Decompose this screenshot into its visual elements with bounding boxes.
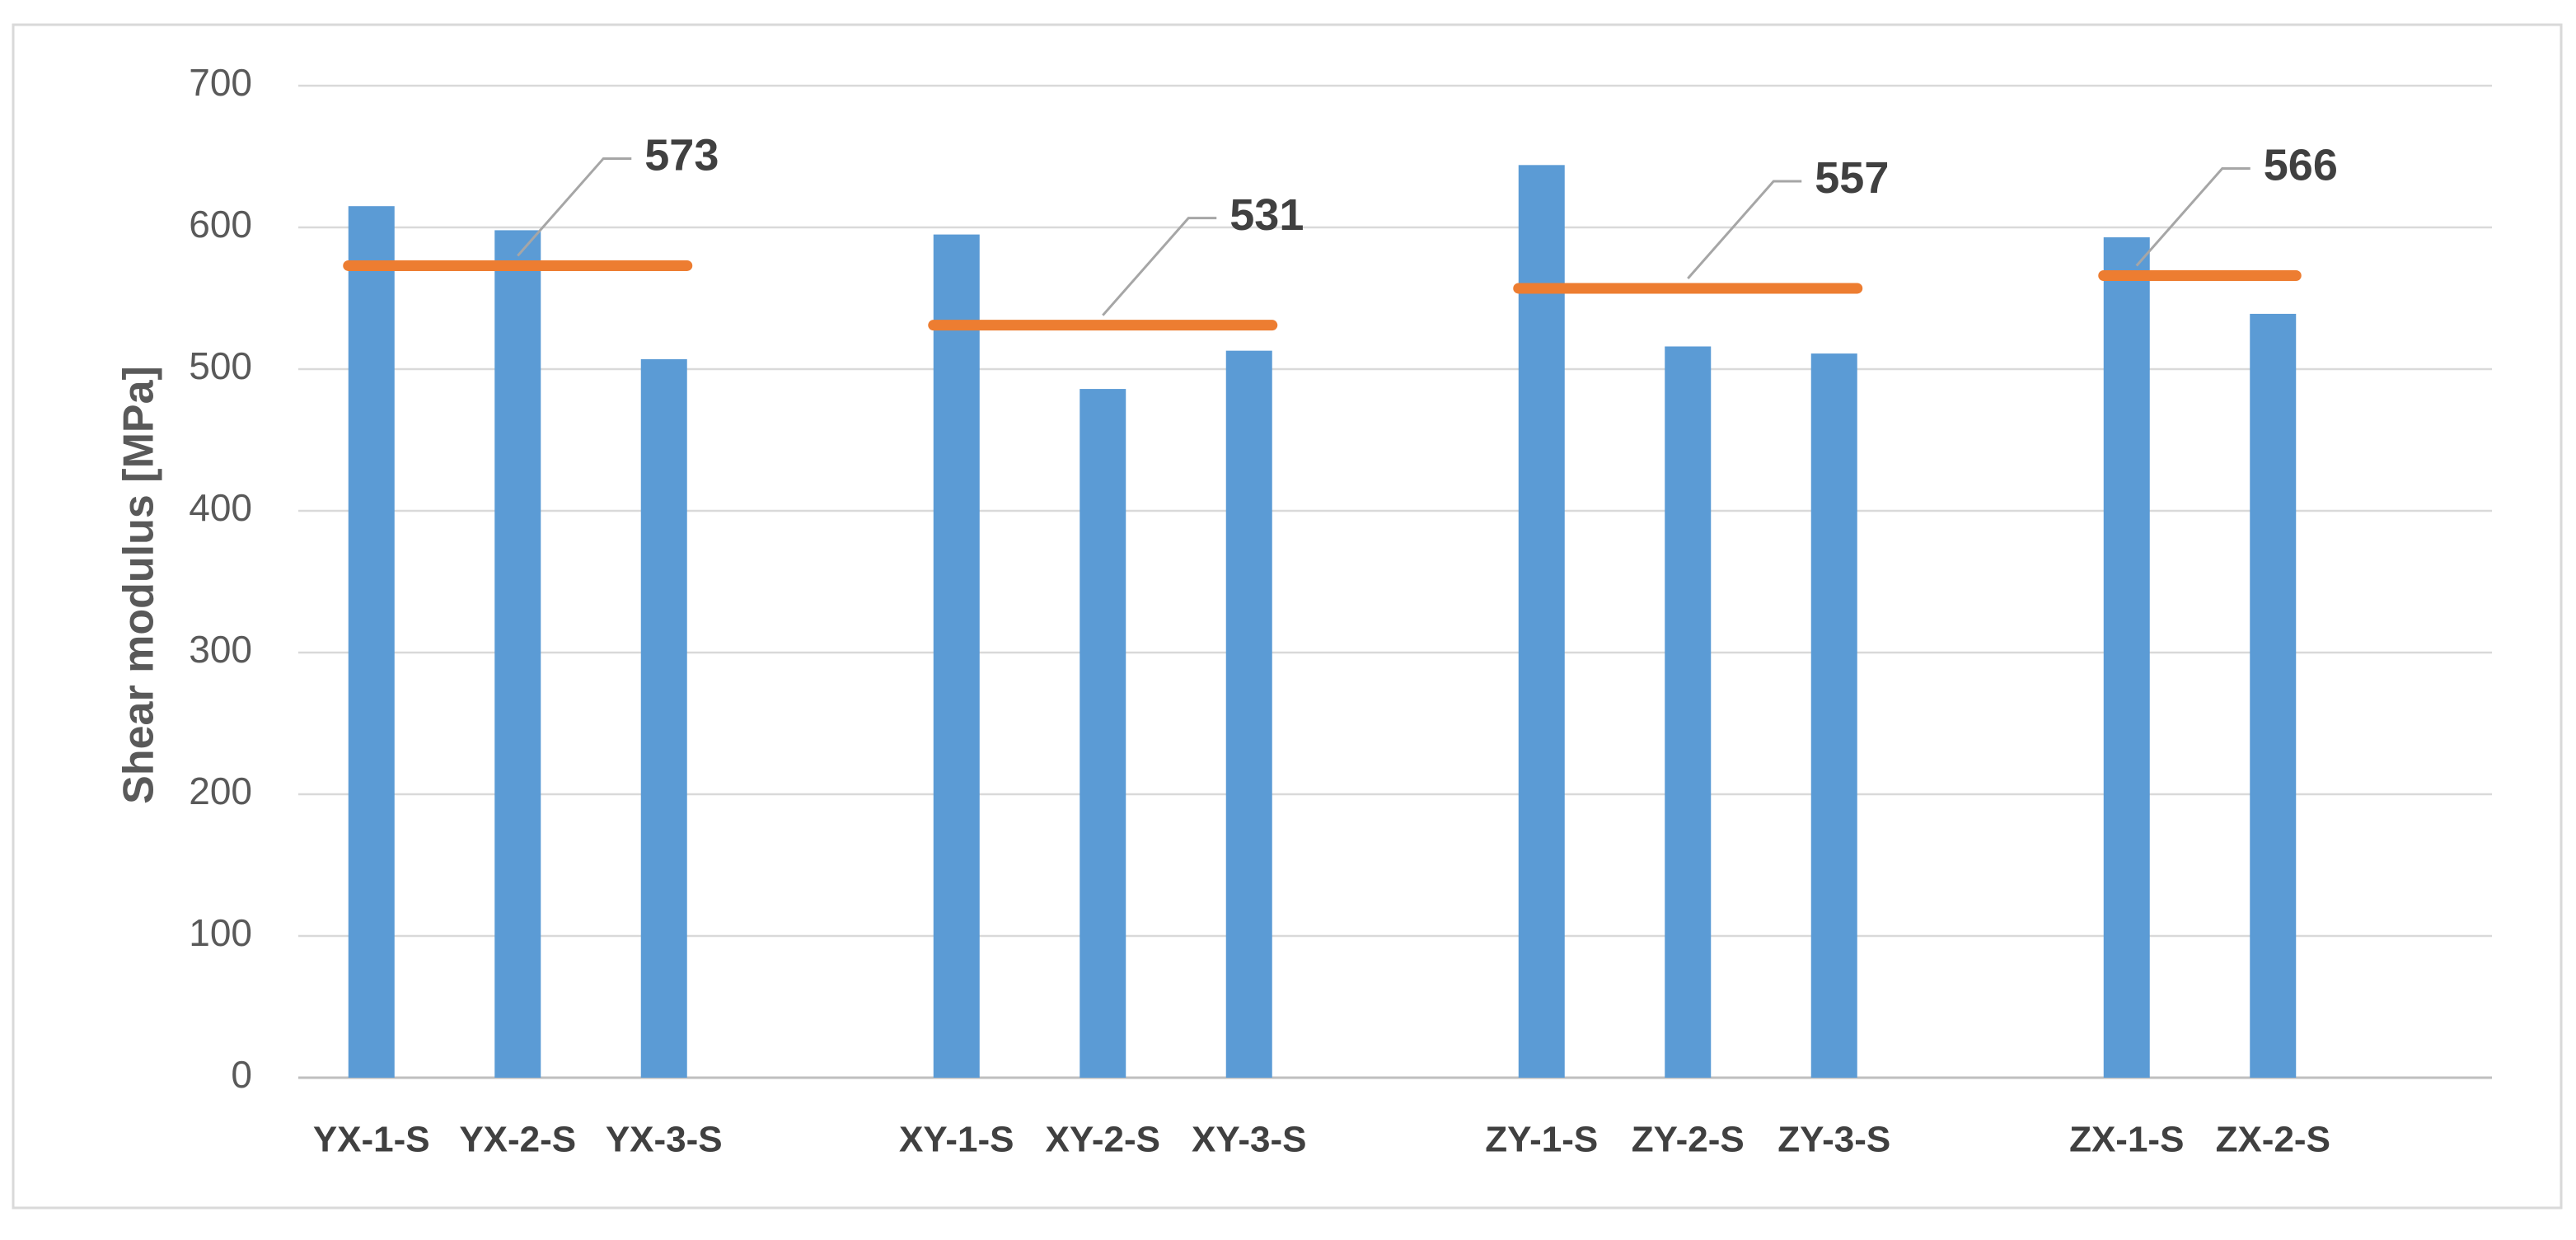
bar-zx-1-s (2103, 237, 2150, 1078)
x-tick-label: YX-1-S (313, 1120, 430, 1160)
y-tick-label: 100 (189, 911, 252, 954)
x-tick-label: ZY-1-S (1485, 1120, 1598, 1160)
mean-value-label: 566 (2264, 141, 2338, 190)
x-tick-label: ZX-1-S (2069, 1120, 2184, 1160)
x-tick-label: ZX-2-S (2216, 1120, 2330, 1160)
y-axis-tick-labels: 0 100 200 300 400 500 600 700 (189, 61, 252, 1096)
bar-yx-2-s (494, 230, 541, 1079)
mean-lines: 573 531 557 566 (343, 131, 2338, 331)
y-tick-label: 600 (189, 203, 252, 246)
y-tick-label: 200 (189, 770, 252, 812)
y-tick-label: 400 (189, 486, 252, 529)
bar-zy-2-s (1665, 346, 1712, 1079)
mean-value-label: 557 (1815, 153, 1889, 203)
mean-value-label: 573 (644, 131, 719, 180)
x-tick-label: ZY-3-S (1777, 1120, 1890, 1160)
bars (348, 165, 2297, 1079)
x-tick-label: XY-1-S (899, 1120, 1014, 1160)
bar-yx-3-s (640, 358, 687, 1079)
y-tick-label: 500 (189, 344, 252, 387)
x-tick-label: XY-3-S (1192, 1120, 1306, 1160)
bar-yx-1-s (348, 206, 395, 1079)
y-tick-label: 700 (189, 61, 252, 104)
mean-leader-line (1102, 217, 1217, 316)
bar-zx-2-s (2250, 313, 2297, 1078)
bar-xy-3-s (1225, 350, 1272, 1078)
mean-leader-line (1687, 180, 1802, 279)
mean-value-label: 531 (1229, 190, 1304, 240)
mean-leader-line (517, 157, 632, 257)
x-tick-label: YX-3-S (606, 1120, 723, 1160)
x-tick-label: XY-2-S (1046, 1120, 1160, 1160)
y-tick-label: 300 (189, 628, 252, 671)
bar-xy-2-s (1080, 389, 1126, 1079)
bar-xy-1-s (933, 234, 980, 1079)
x-tick-label: ZY-2-S (1632, 1120, 1745, 1160)
y-axis-title: Shear modulus [MPa] (115, 366, 163, 804)
x-axis-tick-labels: YX-1-S YX-2-S YX-3-S XY-1-S XY-2-S XY-3-S ZY-1… (313, 1120, 2330, 1160)
x-tick-label: YX-2-S (459, 1120, 576, 1160)
bar-zy-1-s (1518, 165, 1565, 1078)
y-tick-label: 0 (231, 1053, 252, 1096)
mean-leader-line (2135, 166, 2250, 267)
bar-zy-3-s (1810, 353, 1857, 1079)
